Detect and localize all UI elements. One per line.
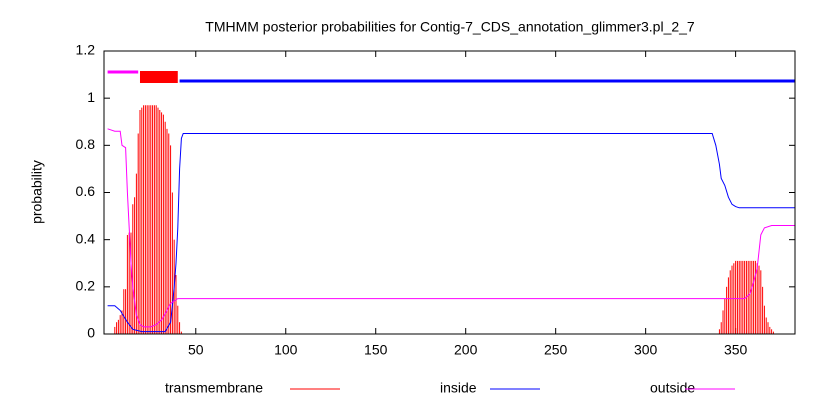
- y-tick-label: 0.4: [76, 230, 96, 246]
- chart-title: TMHMM posterior probabilities for Contig…: [205, 19, 695, 35]
- topology-helix: [139, 71, 178, 83]
- x-tick-label: 350: [724, 342, 748, 358]
- legend-label: outside: [650, 380, 695, 396]
- y-tick-label: 0.6: [76, 183, 96, 199]
- x-tick-label: 50: [188, 342, 204, 358]
- legend-label: transmembrane: [165, 380, 263, 396]
- y-tick-label: 1: [87, 89, 95, 105]
- x-tick-label: 150: [364, 342, 388, 358]
- x-tick-label: 300: [634, 342, 658, 358]
- x-tick-label: 100: [274, 342, 298, 358]
- x-tick-label: 250: [544, 342, 568, 358]
- series-line: [107, 133, 795, 333]
- y-tick-label: 0.8: [76, 136, 96, 152]
- series-line: [107, 128, 795, 328]
- plot-frame: [103, 50, 796, 335]
- legend-label: inside: [440, 380, 477, 396]
- x-tick-label: 200: [454, 342, 478, 358]
- y-tick-label: 1.2: [76, 42, 96, 58]
- y-tick-label: 0.2: [76, 278, 96, 294]
- y-axis-label: probability: [29, 160, 45, 224]
- y-tick-label: 0: [87, 325, 95, 341]
